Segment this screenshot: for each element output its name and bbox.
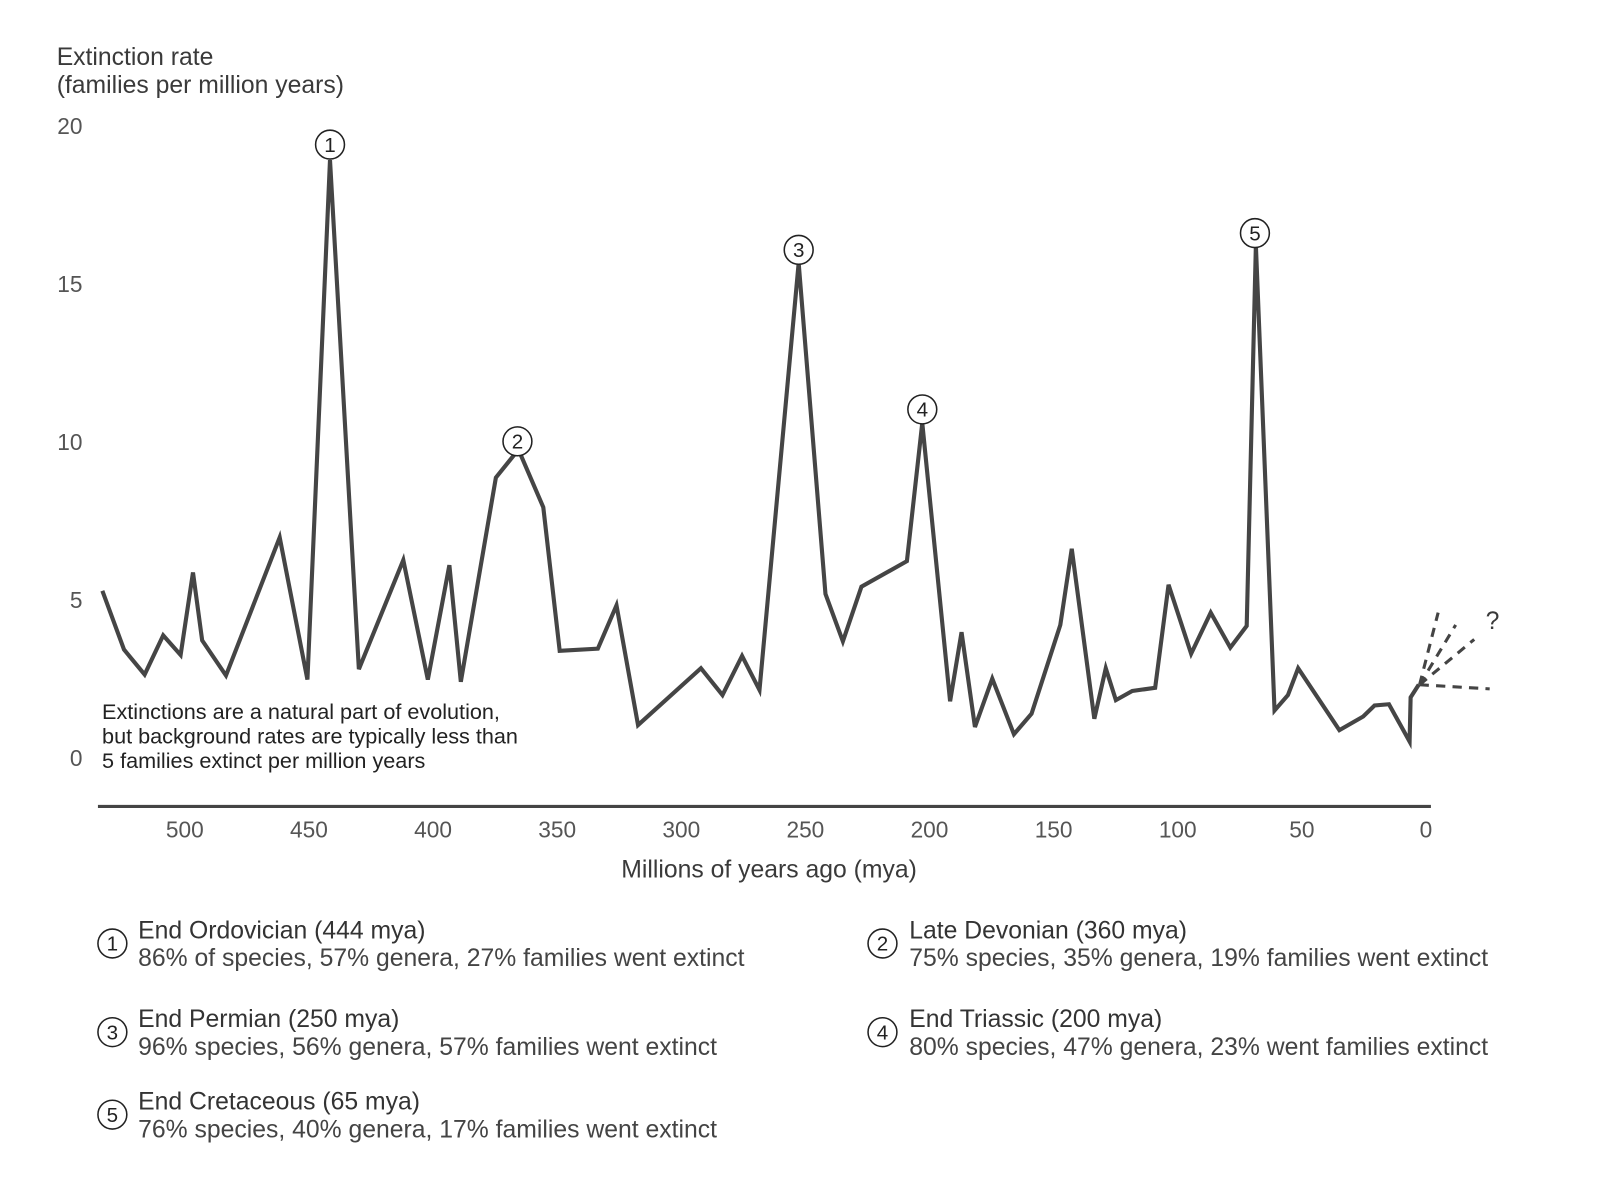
legend-marker [97,1016,128,1048]
legend-title: End Cretaceous (65 mya) [138,1088,420,1115]
peak-label: 4 [917,399,928,422]
x-tick-label: 450 [290,816,328,842]
x-tick-label: 100 [1159,816,1197,842]
projection-label: ? [1486,608,1500,635]
peak-marker [314,129,346,160]
x-tick-label: 300 [662,816,700,842]
extinction-line [100,159,1421,750]
legend-text: 86% of species, 57% genera, 27% families… [138,945,744,972]
projection-rays [1418,612,1490,691]
legend-text: 96% species, 56% genera, 57% families we… [138,1034,717,1061]
x-tick-label: 350 [538,816,576,842]
y-tick-label: 5 [70,587,83,613]
y-axis-title: Extinction rate [57,44,214,71]
note-line: but background rates are typically less … [102,724,518,749]
peak-label: 5 [1249,222,1260,245]
x-tick-label: 0 [1420,816,1433,842]
x-tick-label: 150 [1035,816,1073,842]
legend-title: End Ordovician (444 mya) [138,917,425,944]
x-tick-label: 400 [414,816,452,842]
y-tick-label: 20 [57,113,82,139]
legend-text: 75% species, 35% genera, 19% families we… [909,945,1488,972]
y-tick-label: 15 [57,271,82,297]
legend-number: 5 [107,1104,118,1127]
legend-marker [97,1099,128,1130]
y-tick-label: 10 [57,429,82,455]
x-tick-label: 50 [1289,816,1314,842]
x-tick-label: 500 [166,816,204,842]
legend-marker [867,928,898,959]
x-tick-label: 250 [786,816,824,842]
peak-label: 2 [512,431,523,454]
peak-marker [783,234,814,266]
legend-number: 3 [107,1021,118,1044]
peak-marker [907,394,938,425]
x-tick-label: 200 [911,816,949,842]
y-axis-subtitle: (families per million years) [57,72,344,99]
legend-title: End Triassic (200 mya) [909,1006,1162,1033]
peak-marker [1239,217,1271,249]
legend-number: 4 [877,1021,888,1044]
legend-marker [97,928,128,959]
legend-number: 1 [107,933,118,956]
note-line: 5 families extinct per million years [102,748,425,773]
y-tick-label: 0 [70,745,83,771]
legend-title: Late Devonian (360 mya) [909,917,1187,944]
peak-marker [502,426,533,457]
legend-marker [867,1016,898,1048]
legend-text: 76% species, 40% genera, 17% families we… [138,1116,717,1143]
legend-text: 80% species, 47% genera, 23% went famili… [909,1034,1488,1061]
legend-number: 2 [877,933,888,956]
peak-label: 3 [793,239,804,262]
peak-label: 1 [324,134,335,157]
legend-title: End Permian (250 mya) [138,1006,399,1033]
x-axis-title: Millions of years ago (mya) [621,857,917,884]
note-line: Extinctions are a natural part of evolut… [102,699,500,724]
